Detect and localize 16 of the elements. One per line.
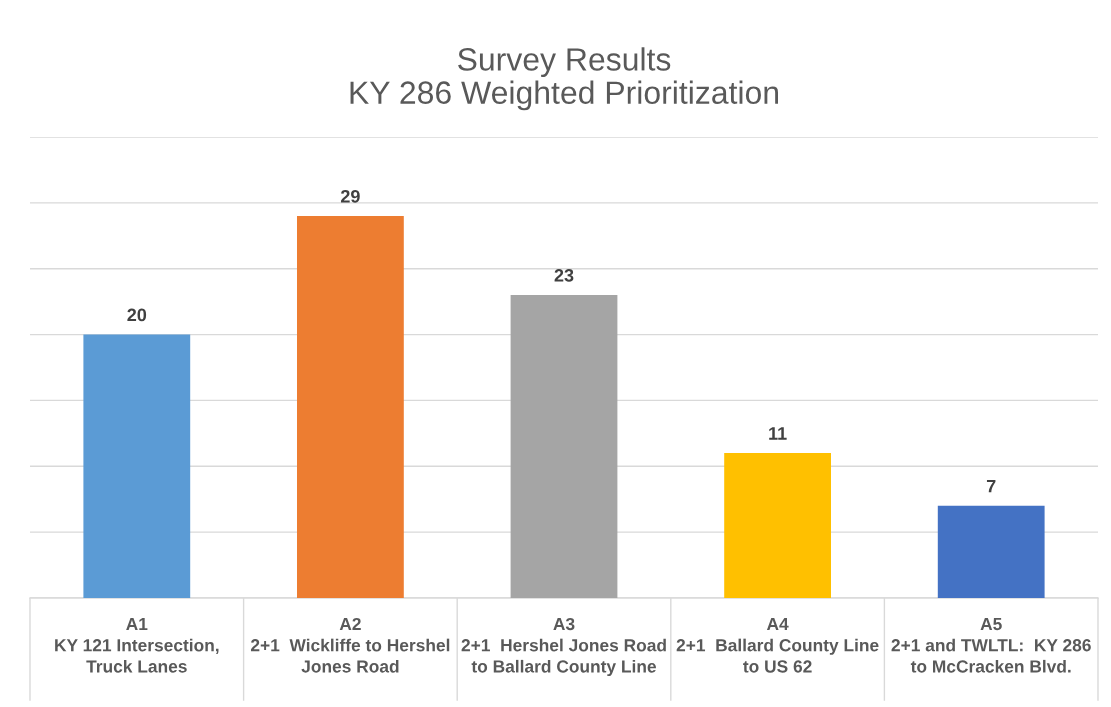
bar [724, 453, 831, 598]
chart-title: Survey Results KY 286 Weighted Prioritization [350, 47, 778, 111]
data-label: 11 [769, 427, 787, 440]
bar [937, 505, 1045, 598]
x-tick-label: A2 2+1 Wickliffe to Hershel Jones Road [250, 617, 450, 673]
data-label: 23 [554, 268, 574, 282]
x-tick-label: A5 2+1 and TWLTL: KY 286 to McCracken Blvd. [891, 618, 1091, 673]
x-tick-label: A4 2+1 Ballard County Line to US 62 [676, 618, 879, 673]
data-label: 29 [340, 189, 360, 203]
bar [297, 216, 404, 598]
x-tick-label: A1 KY 121 Intersection, Truck Lanes [55, 618, 219, 673]
data-label: 7 [986, 479, 996, 493]
bar [83, 334, 191, 598]
data-label: 20 [127, 308, 147, 322]
x-tick-label: A3 2+1 Hershel Jones Road to Ballard County Line [461, 617, 666, 677]
bar [510, 295, 618, 598]
